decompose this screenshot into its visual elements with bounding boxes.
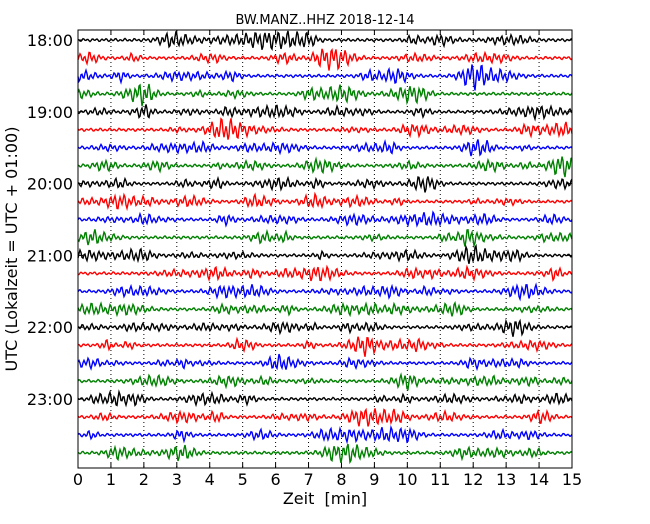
x-tick-label-7: 7 xyxy=(303,470,313,489)
y-tick-label-4: 22:00 xyxy=(27,318,73,337)
x-tick-label-6: 6 xyxy=(271,470,281,489)
x-tick-label-12: 12 xyxy=(463,470,483,489)
trace-12 xyxy=(77,243,573,264)
trace-0 xyxy=(77,30,573,52)
x-tick-label-15: 15 xyxy=(562,470,582,489)
x-tick-label-0: 0 xyxy=(73,470,83,489)
y-tick-label-3: 21:00 xyxy=(27,246,73,265)
trace-11 xyxy=(77,228,573,249)
trace-22 xyxy=(77,424,573,445)
x-tick-label-1: 1 xyxy=(106,470,116,489)
trace-8 xyxy=(77,175,573,193)
y-tick-label-5: 23:00 xyxy=(27,390,73,409)
trace-21 xyxy=(77,407,573,427)
trace-23 xyxy=(77,443,573,465)
plot-frame xyxy=(77,29,573,469)
trace-3 xyxy=(77,83,573,107)
x-tick-label-13: 13 xyxy=(496,470,516,489)
trace-7 xyxy=(77,156,573,178)
trace-18 xyxy=(77,353,573,372)
trace-16 xyxy=(77,318,573,337)
x-tick-label-11: 11 xyxy=(430,470,450,489)
trace-10 xyxy=(77,210,573,228)
y-tick-label-1: 19:00 xyxy=(27,103,73,122)
x-tick-label-8: 8 xyxy=(336,470,346,489)
trace-9 xyxy=(77,191,573,212)
trace-4 xyxy=(77,103,573,122)
trace-17 xyxy=(77,336,573,357)
x-tick-label-4: 4 xyxy=(205,470,215,489)
x-tick-label-9: 9 xyxy=(369,470,379,489)
x-axis-label: Zeit [min] xyxy=(283,489,367,508)
x-tick-label-2: 2 xyxy=(139,470,149,489)
x-tick-label-3: 3 xyxy=(172,470,182,489)
y-axis-label: UTC (Lokalzeit = UTC + 01:00) xyxy=(2,127,21,372)
trace-2 xyxy=(77,64,573,91)
y-axis: 18:00 19:00 20:00 21:00 22:00 23:00 xyxy=(27,31,572,409)
x-axis: 0 1 2 3 4 5 6 7 8 9 10 11 12 13 14 15 xyxy=(73,30,582,489)
x-tick-label-10: 10 xyxy=(397,470,417,489)
y-tick-label-0: 18:00 xyxy=(27,31,73,50)
trace-6 xyxy=(77,139,573,157)
trace-5 xyxy=(77,117,573,140)
trace-1 xyxy=(77,47,573,71)
x-tick-label-14: 14 xyxy=(529,470,549,489)
trace-group xyxy=(77,30,573,465)
trace-19 xyxy=(77,372,573,391)
trace-20 xyxy=(77,389,573,408)
trace-15 xyxy=(77,300,573,318)
chart-title: BW.MANZ..HHZ 2018-12-14 xyxy=(235,13,414,28)
trace-14 xyxy=(77,282,573,302)
trace-13 xyxy=(77,264,573,283)
y-tick-label-2: 20:00 xyxy=(27,175,73,194)
x-tick-label-5: 5 xyxy=(238,470,248,489)
